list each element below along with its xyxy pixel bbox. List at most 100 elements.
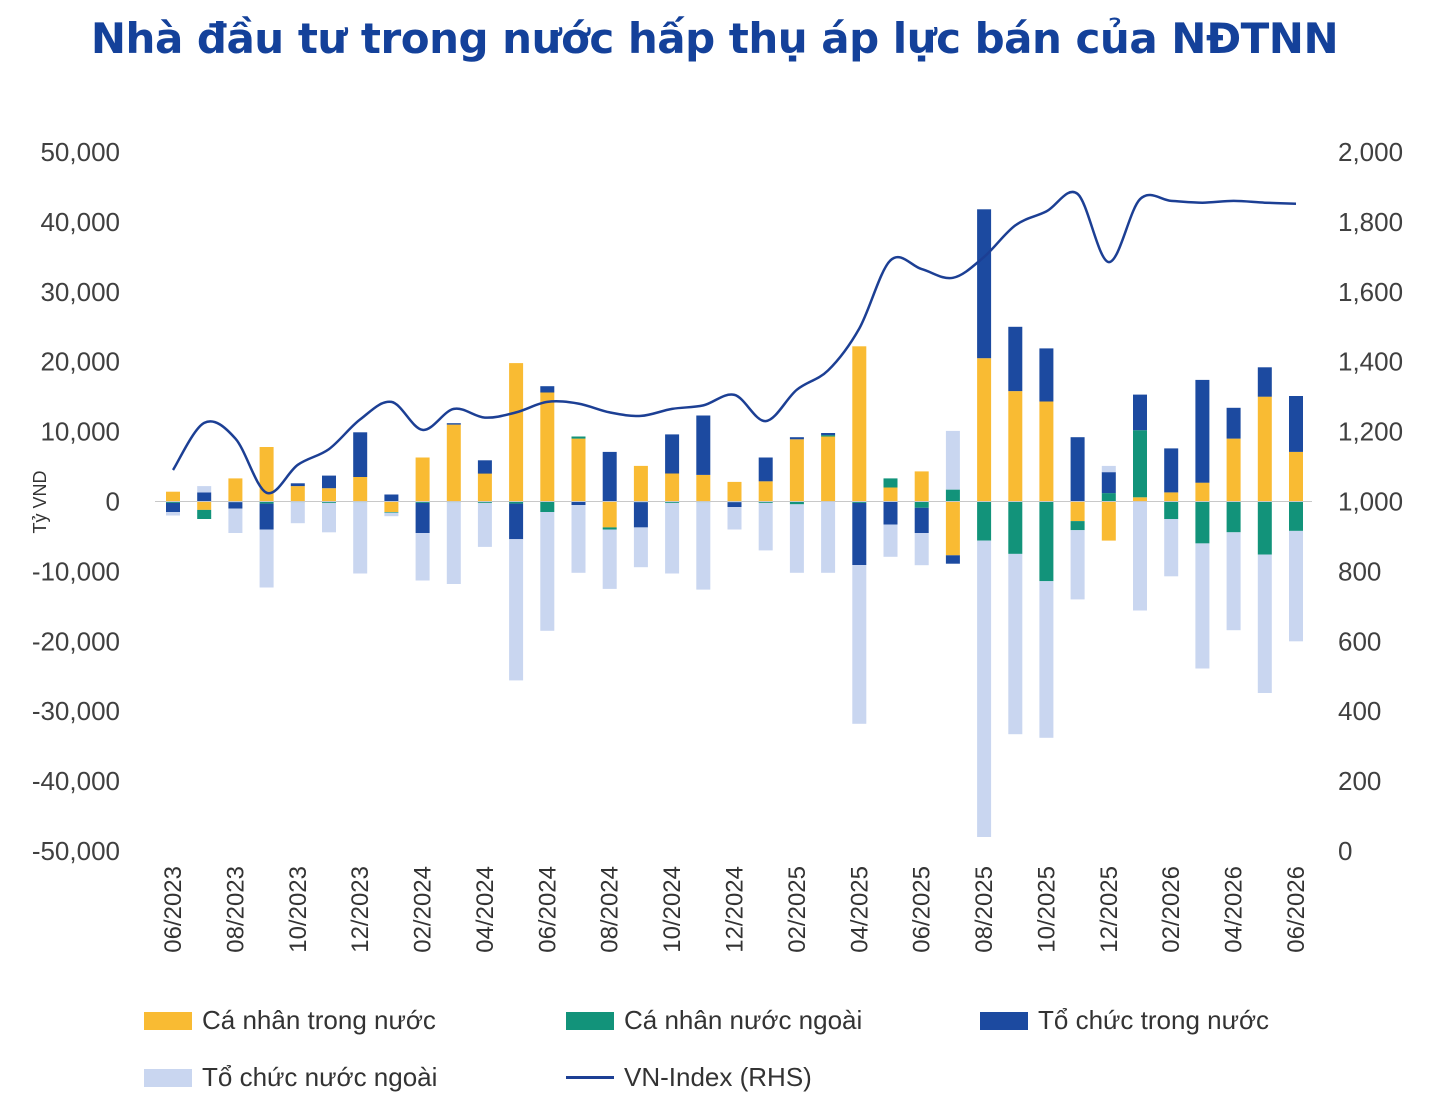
x-tick-label: 04/2026 <box>1221 866 1248 953</box>
bar-segment-s2-04/2025 <box>852 502 867 566</box>
bar-segment-s3-07/2023 <box>197 486 212 493</box>
bar-segment-s1-01/2026 <box>1133 430 1147 498</box>
y-tick-label: -40,000 <box>32 766 120 796</box>
bar-segment-s0-10/2023 <box>290 486 305 502</box>
y2-tick-label: 1,200 <box>1338 417 1403 447</box>
bar-segment-s2-05/2026 <box>1257 367 1272 397</box>
x-tick-label: 10/2023 <box>285 866 312 953</box>
bar-segment-s0-11/2024 <box>696 474 711 502</box>
bar-segment-s0-12/2025 <box>1101 501 1116 541</box>
bar-segment-s2-07/2023 <box>197 492 212 502</box>
bar-segment-s1-04/2024 <box>477 501 492 503</box>
y2-tick-label: 1,800 <box>1338 207 1403 237</box>
y-tick-label: 0 <box>106 487 120 517</box>
y-tick-label: -10,000 <box>32 556 120 586</box>
bar-segment-s2-10/2025 <box>1039 348 1054 402</box>
bar-segment-s3-03/2025 <box>821 501 836 573</box>
y-axis-label: Tỷ VND <box>30 470 50 533</box>
bar-segment-s2-06/2026 <box>1289 396 1303 452</box>
bar-segment-s1-08/2024 <box>602 527 617 530</box>
bar-segment-s2-01/2024 <box>384 494 399 502</box>
bar-segment-s2-03/2024 <box>446 423 461 425</box>
bar-segment-s1-01/2024 <box>384 512 399 513</box>
bar-segment-s3-08/2023 <box>228 508 243 533</box>
bar-segment-s2-03/2026 <box>1195 379 1210 483</box>
x-tick-label: 06/2023 <box>160 866 187 953</box>
bar-segment-s1-09/2023 <box>259 501 274 504</box>
x-axis-ticks: 06/2023 08/2023 10/2023 12/2023 02/2024 04/20… <box>160 866 1310 953</box>
bar-segment-s2-11/2024 <box>696 415 711 475</box>
bar-segment-s2-07/2025 <box>945 555 960 564</box>
bar-segment-s1-02/2026 <box>1164 501 1179 519</box>
bar-segment-s0-03/2026 <box>1195 482 1210 502</box>
bar-segment-s2-11/2025 <box>1070 437 1085 502</box>
bar-segment-s0-11/2023 <box>322 488 336 502</box>
bar-segment-s2-12/2024 <box>727 502 742 508</box>
bar-segment-s3-07/2025 <box>945 430 960 490</box>
bar-segment-s0-04/2024 <box>477 473 492 502</box>
x-tick-label: 12/2023 <box>347 866 374 953</box>
bar-segment-s2-07/2024 <box>571 501 586 505</box>
bar-segment-s3-08/2024 <box>602 529 617 589</box>
bar-segment-s3-09/2025 <box>1008 553 1023 735</box>
y-tick-label: 10,000 <box>40 417 120 447</box>
bar-segment-s0-05/2025 <box>883 487 898 502</box>
bar-segment-s3-06/2025 <box>914 533 929 566</box>
x-tick-label: 06/2026 <box>1283 866 1310 953</box>
bar-segment-s3-11/2023 <box>322 502 336 533</box>
bar-segment-s2-10/2024 <box>665 434 680 474</box>
bar-segment-s0-11/2025 <box>1070 501 1085 522</box>
bar-segment-s2-09/2023 <box>259 503 274 530</box>
y2-tick-label: 800 <box>1338 556 1381 586</box>
bar-segment-s2-11/2023 <box>322 475 336 489</box>
bar-segment-s0-08/2023 <box>228 478 243 502</box>
bar-segment-s1-06/2026 <box>1289 501 1303 531</box>
bar-segment-s3-04/2024 <box>477 502 492 547</box>
x-tick-label: 02/2025 <box>784 866 811 953</box>
y2-tick-label: 200 <box>1338 766 1381 796</box>
x-tick-label: 06/2025 <box>909 866 936 953</box>
bar-segment-s0-12/2023 <box>353 477 368 502</box>
bar-segment-s0-08/2024 <box>602 501 617 528</box>
bar-segment-s1-07/2024 <box>571 436 586 439</box>
x-tick-label: 12/2025 <box>1096 866 1123 953</box>
bar-segment-s2-12/2025 <box>1101 472 1116 494</box>
y-tick-label: -30,000 <box>32 696 120 726</box>
bar-segment-s2-06/2025 <box>914 507 929 533</box>
bar-segment-s1-05/2026 <box>1257 501 1272 555</box>
bar-segment-s1-04/2025 <box>852 501 867 503</box>
x-tick-label: 04/2024 <box>472 866 499 953</box>
y2-tick-label: 2,000 <box>1338 137 1403 167</box>
bar-segment-s3-02/2026 <box>1164 519 1179 577</box>
bar-segment-s3-11/2025 <box>1070 530 1085 600</box>
bar-segment-s2-02/2025 <box>789 437 804 440</box>
bar-segment-s3-09/2023 <box>259 529 274 588</box>
bar-segment-s1-05/2024 <box>509 501 524 504</box>
bar-segment-s1-02/2024 <box>415 501 430 503</box>
bar-segment-s3-09/2024 <box>633 527 648 568</box>
bar-segment-s0-06/2025 <box>914 471 929 502</box>
bar-segment-s3-06/2026 <box>1289 530 1303 642</box>
bar-segment-s3-12/2025 <box>1101 465 1116 473</box>
y-tick-label: 20,000 <box>40 347 120 377</box>
bar-segment-s1-09/2025 <box>1008 501 1023 554</box>
bar-segment-s2-02/2026 <box>1164 448 1179 493</box>
y-tick-label: 30,000 <box>40 277 120 307</box>
bar-segment-s1-03/2025 <box>821 435 836 437</box>
bar-segment-s3-12/2024 <box>727 507 742 530</box>
bars-group <box>166 209 1303 837</box>
bar-segment-s2-01/2025 <box>758 457 773 482</box>
bar-segment-s1-07/2023 <box>197 509 212 519</box>
bar-segment-s3-01/2024 <box>384 512 399 517</box>
bar-segment-s0-06/2024 <box>540 392 555 502</box>
bar-segment-s0-03/2025 <box>821 436 836 502</box>
bar-segment-s3-03/2026 <box>1195 543 1210 669</box>
y2-axis-ticks: 2,000 1,800 1,600 1,400 1,200 1,000 800 600 400 2… <box>1338 137 1403 866</box>
bar-segment-s0-09/2023 <box>259 447 274 502</box>
y2-tick-label: 600 <box>1338 626 1381 656</box>
bar-segment-s1-04/2026 <box>1226 501 1241 533</box>
bar-segment-s3-01/2026 <box>1133 501 1147 611</box>
bar-segment-s3-04/2026 <box>1226 532 1241 631</box>
x-tick-label: 02/2026 <box>1158 866 1185 953</box>
